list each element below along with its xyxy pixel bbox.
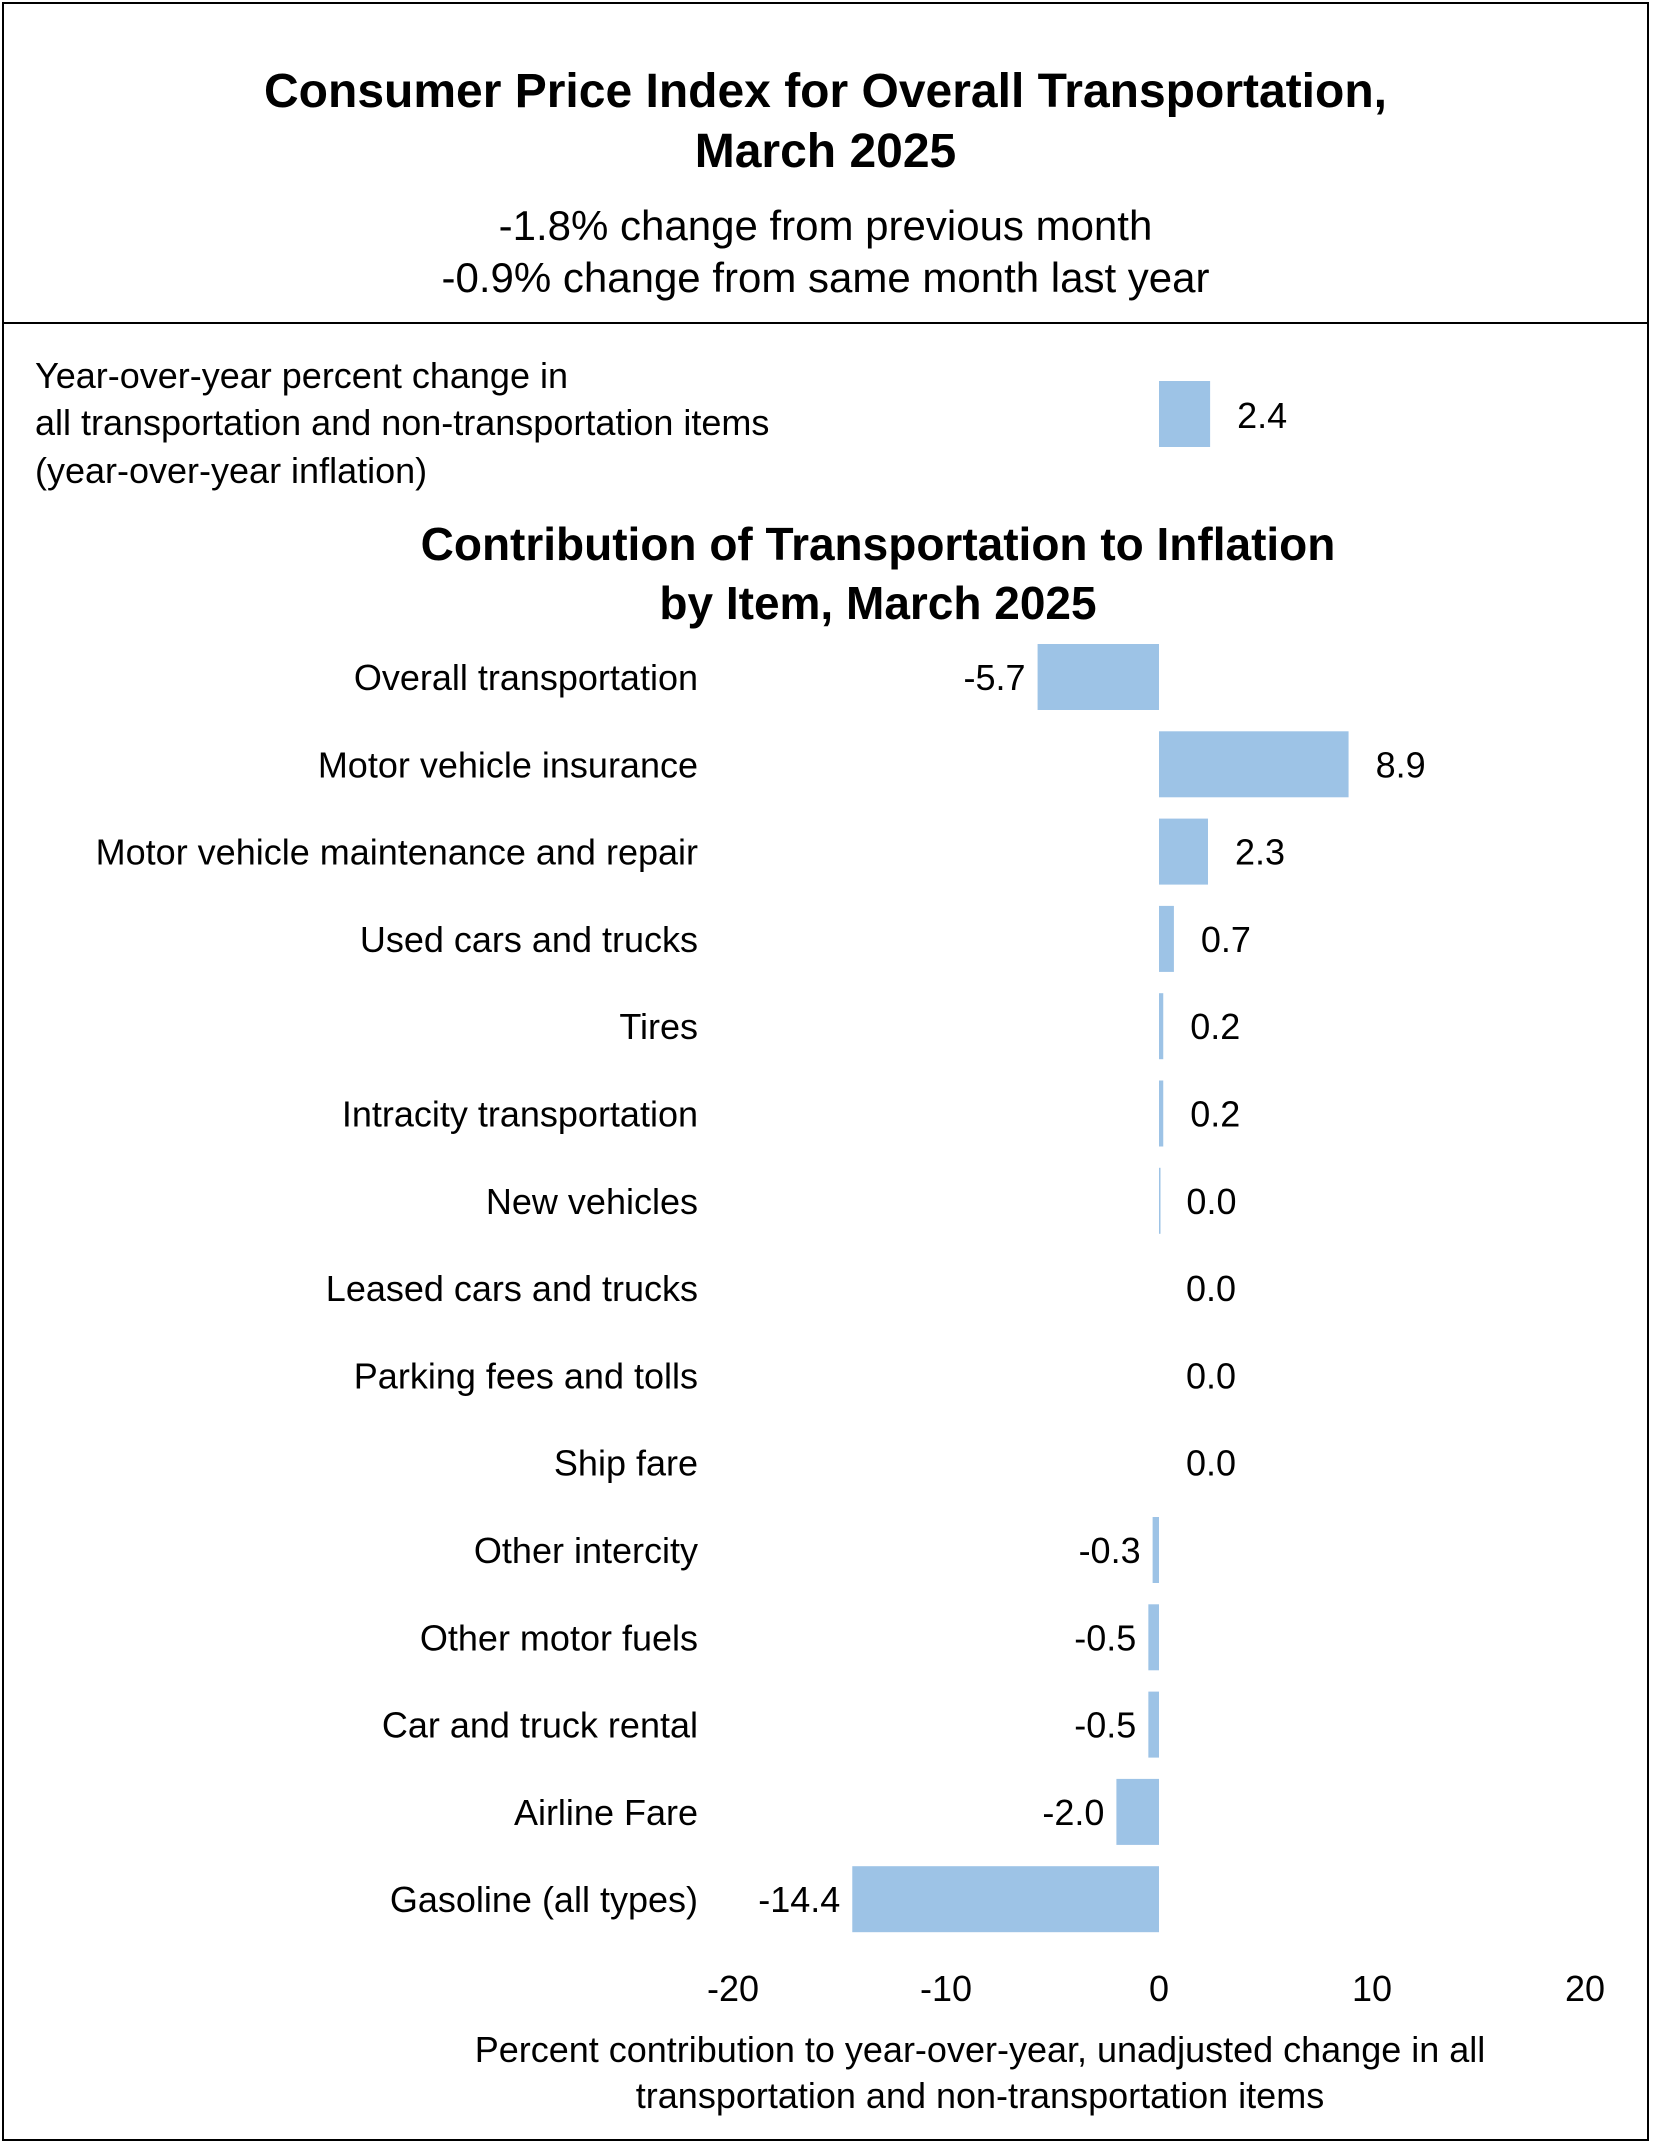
value-label: -14.4 [758,1879,840,1920]
bar-0 [1037,644,1159,710]
category-label: Car and truck rental [382,1705,698,1746]
value-label: 0.0 [1186,1355,1236,1396]
category-label: Leased cars and trucks [326,1268,698,1309]
bar-10 [1152,1517,1159,1583]
subtitle-yearly-change: -0.9% change from same month last year [441,254,1210,301]
category-label: Other intercity [474,1530,698,1571]
category-label: Motor vehicle insurance [318,744,698,785]
category-label: Motor vehicle maintenance and repair [96,832,698,873]
value-label: -0.5 [1074,1705,1136,1746]
value-label: 0.7 [1201,919,1251,960]
category-label: New vehicles [486,1181,698,1222]
reference-label-line: all transportation and non-transportatio… [35,402,769,443]
x-tick-label: -20 [707,1968,759,2009]
chart-title-line-1: Contribution of Transportation to Inflat… [421,518,1336,570]
reference-label-line: (year-over-year inflation) [35,450,427,491]
bar-4 [1159,993,1164,1060]
title-line-2: March 2025 [694,125,957,178]
x-tick-label: 10 [1352,1968,1392,2009]
bar-2 [1159,818,1208,885]
value-label: -0.3 [1079,1530,1141,1571]
page-title: Consumer Price Index for Overall Transpo… [4,62,1647,182]
value-label: 0.0 [1186,1268,1236,1309]
bar-1 [1159,731,1349,798]
value-label: 0.0 [1186,1181,1236,1222]
value-label: 2.3 [1235,832,1285,873]
category-label: Ship fare [554,1443,698,1484]
category-label: Gasoline (all types) [390,1879,698,1920]
title-line-1: Consumer Price Index for Overall Transpo… [264,65,1387,118]
reference-bar [1159,381,1211,447]
value-label: 0.2 [1190,1006,1240,1047]
x-axis-title-line-1: Percent contribution to year-over-year, … [475,2029,1486,2070]
page-subtitle: -1.8% change from previous month -0.9% c… [4,200,1647,304]
value-label: 0.0 [1186,1443,1236,1484]
category-label: Airline Fare [514,1792,698,1833]
value-label: -2.0 [1042,1792,1104,1833]
bar-6 [1159,1167,1161,1234]
category-label: Other motor fuels [420,1617,698,1658]
value-label: 8.9 [1376,744,1426,785]
bar-5 [1159,1080,1164,1147]
bar-12 [1148,1691,1159,1758]
reference-label-line: Year-over-year percent change in [35,355,568,396]
header-panel: Consumer Price Index for Overall Transpo… [4,4,1647,324]
value-label: -5.7 [964,657,1026,698]
subtitle-monthly-change: -1.8% change from previous month [498,202,1153,249]
x-tick-label: -10 [920,1968,972,2009]
value-label: -0.5 [1074,1617,1136,1658]
value-label: 0.2 [1190,1094,1240,1135]
category-label: Used cars and trucks [360,919,698,960]
reference-value-label: 2.4 [1237,395,1287,436]
category-label: Parking fees and tolls [354,1355,698,1396]
category-label: Intracity transportation [342,1094,698,1135]
bar-13 [1116,1778,1159,1845]
bar-11 [1148,1604,1159,1671]
bar-3 [1159,905,1174,972]
x-tick-label: 0 [1149,1968,1169,2009]
x-axis-title-line-2: transportation and non-transportation it… [636,2075,1324,2116]
chart-title-line-2: by Item, March 2025 [659,577,1096,629]
category-label: Overall transportation [354,657,698,698]
category-label: Tires [619,1006,698,1047]
bar-14 [852,1866,1159,1933]
x-tick-label: 20 [1565,1968,1605,2009]
